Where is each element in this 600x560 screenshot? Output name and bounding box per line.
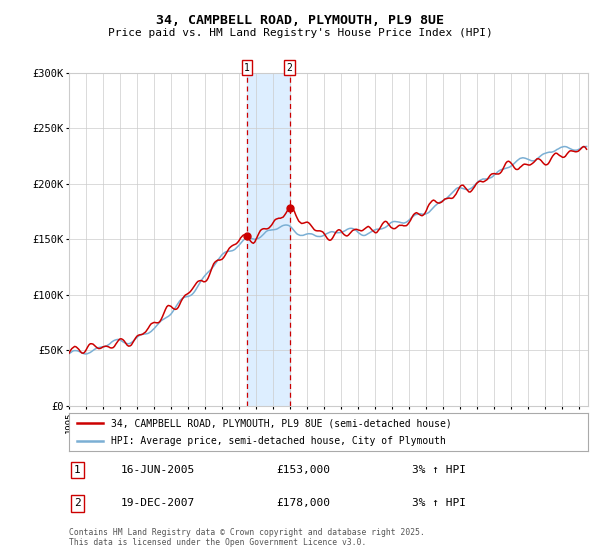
Text: Contains HM Land Registry data © Crown copyright and database right 2025.
This d: Contains HM Land Registry data © Crown c… <box>69 528 425 547</box>
Text: HPI: Average price, semi-detached house, City of Plymouth: HPI: Average price, semi-detached house,… <box>110 436 445 446</box>
Text: 1: 1 <box>244 63 250 73</box>
Text: 34, CAMPBELL ROAD, PLYMOUTH, PL9 8UE (semi-detached house): 34, CAMPBELL ROAD, PLYMOUTH, PL9 8UE (se… <box>110 418 451 428</box>
Text: 16-JUN-2005: 16-JUN-2005 <box>121 465 195 475</box>
Text: 3% ↑ HPI: 3% ↑ HPI <box>412 498 466 508</box>
Text: Price paid vs. HM Land Registry's House Price Index (HPI): Price paid vs. HM Land Registry's House … <box>107 28 493 38</box>
Text: £178,000: £178,000 <box>277 498 331 508</box>
Text: 34, CAMPBELL ROAD, PLYMOUTH, PL9 8UE: 34, CAMPBELL ROAD, PLYMOUTH, PL9 8UE <box>156 14 444 27</box>
Text: 2: 2 <box>287 63 293 73</box>
Bar <box>247 73 290 406</box>
Text: 2: 2 <box>74 498 81 508</box>
Text: 19-DEC-2007: 19-DEC-2007 <box>121 498 195 508</box>
Text: 3% ↑ HPI: 3% ↑ HPI <box>412 465 466 475</box>
Text: 1: 1 <box>74 465 81 475</box>
Text: £153,000: £153,000 <box>277 465 331 475</box>
